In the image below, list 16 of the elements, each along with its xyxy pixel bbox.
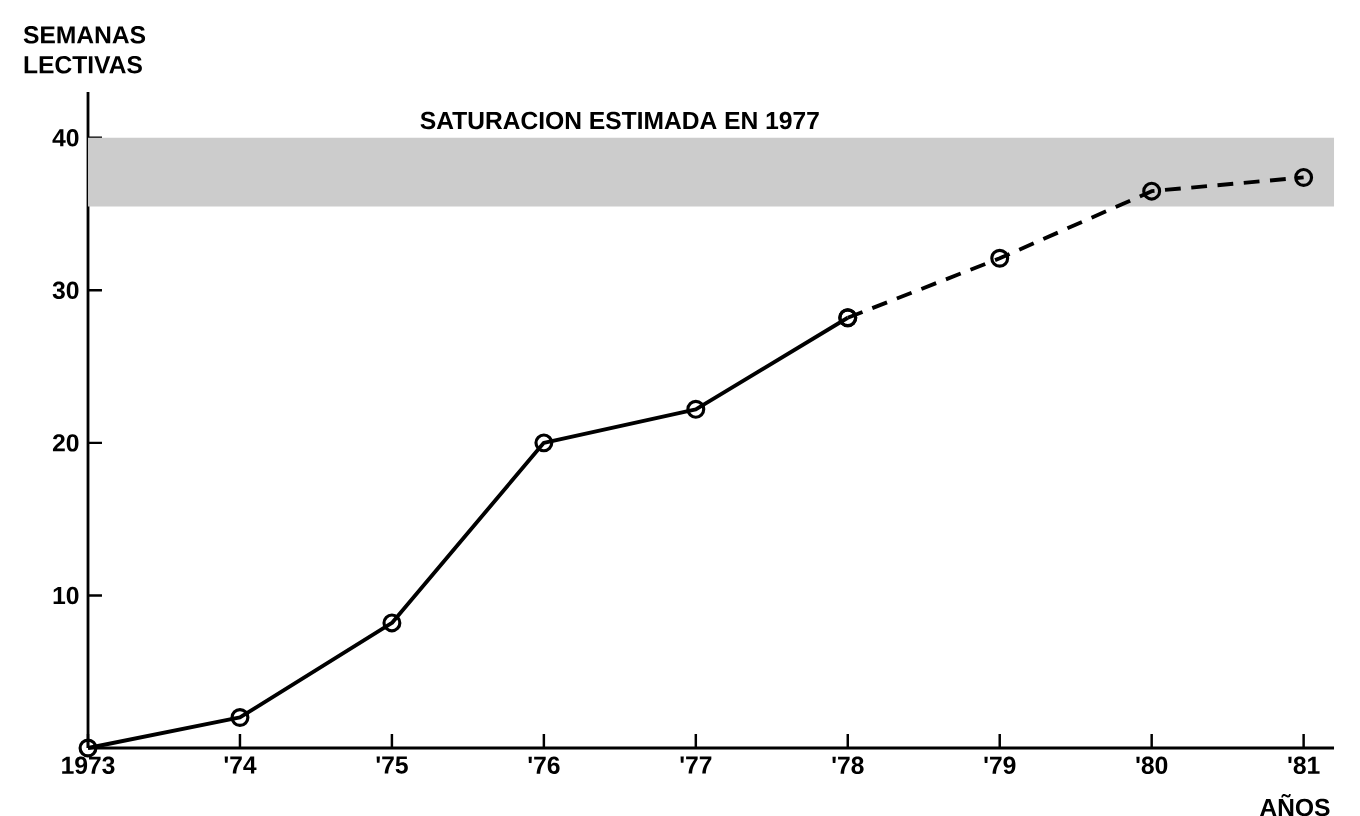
y-tick-label: 40 (52, 129, 79, 147)
x-tick-label: '75 (376, 756, 408, 774)
band-label: SATURACION ESTIMADA EN 1977 (420, 111, 819, 130)
x-tick-label: '80 (1136, 756, 1168, 774)
x-tick-label: '76 (528, 756, 560, 774)
y-axis-title: SEMANAS LECTIVAS (23, 26, 146, 74)
x-axis-title: AÑOS (1259, 794, 1330, 816)
x-tick-label: '78 (832, 756, 864, 774)
y-tick-label: 20 (52, 434, 79, 452)
x-tick-label: '77 (680, 756, 712, 774)
y-tick-label: 30 (52, 281, 79, 300)
x-tick-label: '74 (224, 756, 257, 774)
x-tick-label: 1973 (62, 756, 115, 774)
x-tick-label: '81 (1288, 756, 1320, 774)
y-tick-label: 10 (53, 586, 79, 605)
x-tick-label: '79 (984, 756, 1016, 774)
